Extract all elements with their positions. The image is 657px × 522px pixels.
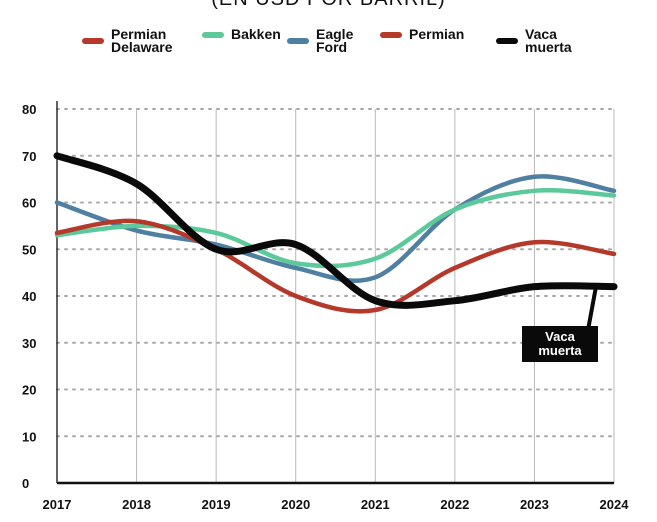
legend-swatch-eagle-ford bbox=[287, 38, 309, 44]
y-tick-label-0: 0 bbox=[22, 476, 29, 491]
legend-item-permian: Permian bbox=[380, 26, 465, 42]
y-tick-label-70: 70 bbox=[22, 149, 36, 164]
legend-item-eagle-ford: Eagle Ford bbox=[287, 26, 354, 55]
legend-item-vaca-muerta: Vaca muerta bbox=[496, 26, 572, 55]
annotation-label-line-2: muerta bbox=[538, 343, 582, 358]
legend-label-permian-delaware: Permian Delaware bbox=[111, 26, 173, 55]
legend: Permian Delaware Bakken Eagle Ford Permi… bbox=[82, 26, 622, 58]
y-tick-label-20: 20 bbox=[22, 383, 36, 398]
series-line-bakken bbox=[54, 188, 617, 269]
legend-swatch-vaca-muerta bbox=[496, 38, 518, 44]
chart-subtitle: (EN USD POR BARRIL) bbox=[0, 0, 657, 11]
legend-swatch-permian-delaware bbox=[82, 38, 104, 44]
legend-label-permian: Permian bbox=[409, 26, 465, 42]
legend-item-permian-delaware: Permian Delaware bbox=[82, 26, 173, 55]
series-lines bbox=[53, 152, 618, 314]
y-tick-label-80: 80 bbox=[22, 102, 36, 117]
annotation-connector bbox=[586, 286, 598, 331]
grid bbox=[56, 108, 615, 483]
y-tick-label-60: 60 bbox=[22, 196, 36, 211]
legend-swatch-bakken bbox=[202, 31, 224, 38]
x-tick-label-2023: 2023 bbox=[520, 497, 549, 512]
series-line-vaca-muerta bbox=[53, 152, 618, 309]
y-tick-label-40: 40 bbox=[22, 289, 36, 304]
annotation-label-line-1: Vaca bbox=[545, 329, 575, 344]
x-tick-label-2019: 2019 bbox=[202, 497, 231, 512]
x-tick-label-2020: 2020 bbox=[281, 497, 310, 512]
legend-label-eagle-ford: Eagle Ford bbox=[316, 26, 354, 55]
annotation-box bbox=[522, 326, 598, 362]
y-tick-label-10: 10 bbox=[22, 429, 36, 444]
x-tick-label-2017: 2017 bbox=[43, 497, 72, 512]
x-tick-label-2024: 2024 bbox=[600, 497, 630, 512]
axes: 0 10 20 30 40 50 60 70 80 2017 2018 2019 2020 2021 202… bbox=[22, 101, 629, 512]
y-tick-label-30: 30 bbox=[22, 336, 36, 351]
legend-label-bakken: Bakken bbox=[231, 26, 281, 42]
x-tick-label-2022: 2022 bbox=[440, 497, 469, 512]
y-tick-label-50: 50 bbox=[22, 242, 36, 257]
legend-swatch-permian bbox=[380, 31, 402, 38]
legend-item-bakken: Bakken bbox=[202, 26, 281, 42]
series-line-permian-delaware bbox=[54, 218, 617, 314]
legend-label-vaca-muerta: Vaca muerta bbox=[525, 26, 572, 55]
x-tick-label-2021: 2021 bbox=[361, 497, 390, 512]
x-tick-label-2018: 2018 bbox=[122, 497, 151, 512]
